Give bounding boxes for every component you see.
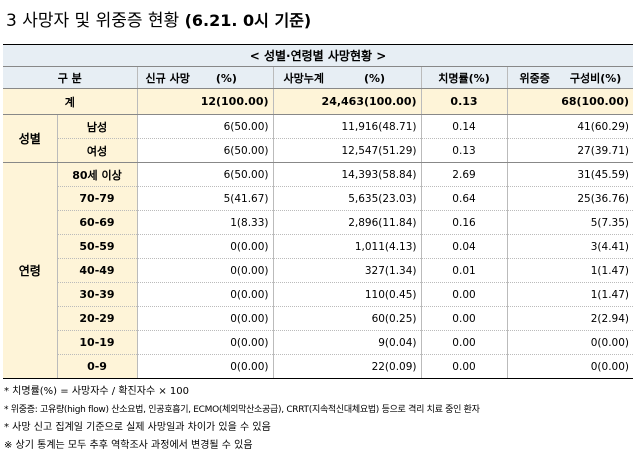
cell-severe: 0(0.00) — [506, 330, 633, 355]
group-age: 연령 — [3, 162, 57, 379]
cell-fatality: 0.04 — [420, 234, 507, 259]
cell-cumulative: 60(0.25) — [272, 306, 421, 331]
cell-severe: 1(1.47) — [506, 282, 633, 307]
row-label: 0-9 — [56, 354, 137, 379]
table-row: 10-19 0(0.00) 9(0.04) 0.00 0(0.00) — [3, 330, 633, 355]
row-label: 80세 이상 — [56, 162, 137, 187]
cell-severe: 1(1.47) — [506, 258, 633, 283]
cell-fatality: 0.14 — [420, 114, 507, 139]
cell-severe: 25(36.76) — [506, 186, 633, 211]
cell-fatality: 0.13 — [420, 138, 507, 163]
cell-severe: 31(45.59) — [506, 162, 633, 187]
cell-new: 0(0.00) — [136, 258, 273, 283]
total-severe: 68(100.00) — [506, 88, 633, 115]
section-title-main: 3 사망자 및 위중증 현황 — [6, 11, 180, 31]
header-severe: 위중증 구성비(%) — [506, 66, 633, 89]
cell-severe: 2(2.94) — [506, 306, 633, 331]
table-row: 40-49 0(0.00) 327(1.34) 0.01 1(1.47) — [3, 258, 633, 283]
table-row: 20-29 0(0.00) 60(0.25) 0.00 2(2.94) — [3, 306, 633, 331]
table-row: 성별 남성 6(50.00) 11,916(48.71) 0.14 41(60.… — [3, 114, 633, 163]
header-cumulative-deaths: 사망누계 (%) — [272, 66, 421, 89]
footnote-report-date: * 사망 신고 집계일 기준으로 실제 사망일과 차이가 있을 수 있음 — [4, 422, 271, 433]
table-row: 50-59 0(0.00) 1,011(4.13) 0.04 3(4.41) — [3, 234, 633, 259]
cell-new: 6(50.00) — [136, 114, 273, 139]
cell-new: 6(50.00) — [136, 162, 273, 187]
row-label: 60-69 — [56, 210, 137, 235]
cell-new: 0(0.00) — [136, 330, 273, 355]
row-label: 30-39 — [56, 282, 137, 307]
cell-cumulative: 1,011(4.13) — [272, 234, 421, 259]
cell-new: 6(50.00) — [136, 138, 273, 163]
cell-severe: 27(39.71) — [506, 138, 633, 163]
cell-new: 0(0.00) — [136, 354, 273, 379]
cell-fatality: 0.00 — [420, 354, 507, 379]
total-new: 12(100.00) — [136, 88, 273, 115]
cell-fatality: 0.00 — [420, 330, 507, 355]
row-label: 남성 — [56, 114, 137, 139]
cell-cumulative: 12,547(51.29) — [272, 138, 421, 163]
section-title: 3 사망자 및 위중증 현황 (6.21. 0시 기준) — [6, 6, 311, 31]
row-label: 20-29 — [56, 306, 137, 331]
cell-cumulative: 5,635(23.03) — [272, 186, 421, 211]
cell-cumulative: 110(0.45) — [272, 282, 421, 307]
cell-cumulative: 9(0.04) — [272, 330, 421, 355]
header-category: 구 분 — [3, 66, 137, 89]
table-row: 30-39 0(0.00) 110(0.45) 0.00 1(1.47) — [3, 282, 633, 307]
cell-fatality: 0.16 — [420, 210, 507, 235]
section-title-date: (6.21. 0시 기준) — [184, 11, 312, 30]
row-label: 50-59 — [56, 234, 137, 259]
cell-severe: 3(4.41) — [506, 234, 633, 259]
cell-fatality: 0.01 — [420, 258, 507, 283]
cell-cumulative: 2,896(11.84) — [272, 210, 421, 235]
cell-cumulative: 22(0.09) — [272, 354, 421, 379]
cell-fatality: 0.64 — [420, 186, 507, 211]
table-row: 여성 6(50.00) 12,547(51.29) 0.13 27(39.71) — [3, 138, 633, 163]
total-cumulative: 24,463(100.00) — [272, 88, 421, 115]
row-label: 10-19 — [56, 330, 137, 355]
cell-fatality: 2.69 — [420, 162, 507, 187]
cell-new: 0(0.00) — [136, 234, 273, 259]
table-row: 60-69 1(8.33) 2,896(11.84) 0.16 5(7.35) — [3, 210, 633, 235]
total-fatality: 0.13 — [420, 88, 507, 115]
cell-cumulative: 11,916(48.71) — [272, 114, 421, 139]
cell-new: 1(8.33) — [136, 210, 273, 235]
cell-severe: 5(7.35) — [506, 210, 633, 235]
footnote-fatality: * 치명률(%) = 사망자수 / 확진자수 × 100 — [4, 386, 189, 397]
cell-fatality: 0.00 — [420, 306, 507, 331]
row-label: 70-79 — [56, 186, 137, 211]
table-row: 0-9 0(0.00) 22(0.09) 0.00 0(0.00) — [3, 354, 633, 379]
group-sex: 성별 — [3, 114, 57, 163]
total-row: 계 12(100.00) 24,463(100.00) 0.13 68(100.… — [3, 88, 633, 115]
total-label: 계 — [3, 88, 137, 115]
cell-new: 0(0.00) — [136, 306, 273, 331]
table-caption: < 성별·연령별 사망현황 > — [3, 44, 633, 67]
cell-new: 0(0.00) — [136, 282, 273, 307]
cell-cumulative: 14,393(58.84) — [272, 162, 421, 187]
row-label: 40-49 — [56, 258, 137, 283]
table-row: 연령 80세 이상 6(50.00) 14,393(58.84) 2.69 31… — [3, 162, 633, 379]
footnote-severe: * 위중증: 고유량(high flow) 산소요법, 인공호흡기, ECMO(… — [4, 405, 480, 415]
header-fatality: 치명률(%) — [420, 66, 507, 89]
footnote-disclaimer: ※ 상기 통계는 모두 추후 역학조사 과정에서 변경될 수 있음 — [4, 440, 253, 451]
header-new-deaths: 신규 사망 (%) — [136, 66, 273, 89]
cell-new: 5(41.67) — [136, 186, 273, 211]
cell-severe: 0(0.00) — [506, 354, 633, 379]
death-status-table: < 성별·연령별 사망현황 > 구 분 신규 사망 (%) 사망누계 (%) 치명률… — [3, 44, 633, 379]
footnotes: * 치명률(%) = 사망자수 / 확진자수 × 100 * 위중증: 고유량(… — [4, 383, 480, 455]
cell-severe: 41(60.29) — [506, 114, 633, 139]
row-label: 여성 — [56, 138, 137, 163]
cell-cumulative: 327(1.34) — [272, 258, 421, 283]
cell-fatality: 0.00 — [420, 282, 507, 307]
table-row: 70-79 5(41.67) 5,635(23.03) 0.64 25(36.7… — [3, 186, 633, 211]
